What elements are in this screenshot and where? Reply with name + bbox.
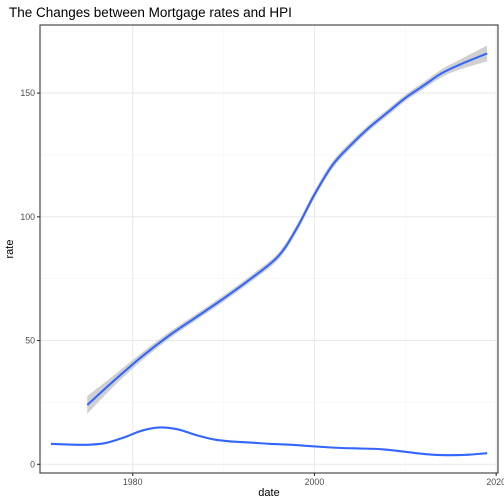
y-tick-label: 150 bbox=[20, 88, 35, 98]
series-line-2 bbox=[50, 426, 488, 457]
grid-layer bbox=[40, 25, 498, 473]
y-tick-label: 50 bbox=[25, 336, 35, 346]
series-line-1 bbox=[86, 52, 488, 406]
x-tick-label: 2000 bbox=[305, 477, 325, 487]
y-tick-label: 100 bbox=[20, 212, 35, 222]
tick-layer: 1980 2000 2020 0 50 100 150 bbox=[20, 88, 504, 487]
chart-title: The Changes between Mortgage rates and H… bbox=[9, 5, 292, 20]
panel-border bbox=[39, 24, 499, 474]
y-axis-label: rate bbox=[4, 240, 16, 259]
x-axis-label: date bbox=[258, 487, 279, 499]
x-tick-label: 2020 bbox=[486, 477, 504, 487]
y-tick-label: 0 bbox=[30, 459, 35, 469]
ribbon-layer bbox=[87, 45, 488, 414]
confidence-ribbon-1 bbox=[87, 45, 488, 414]
x-tick-label: 1980 bbox=[123, 477, 143, 487]
line-layer bbox=[50, 52, 488, 457]
